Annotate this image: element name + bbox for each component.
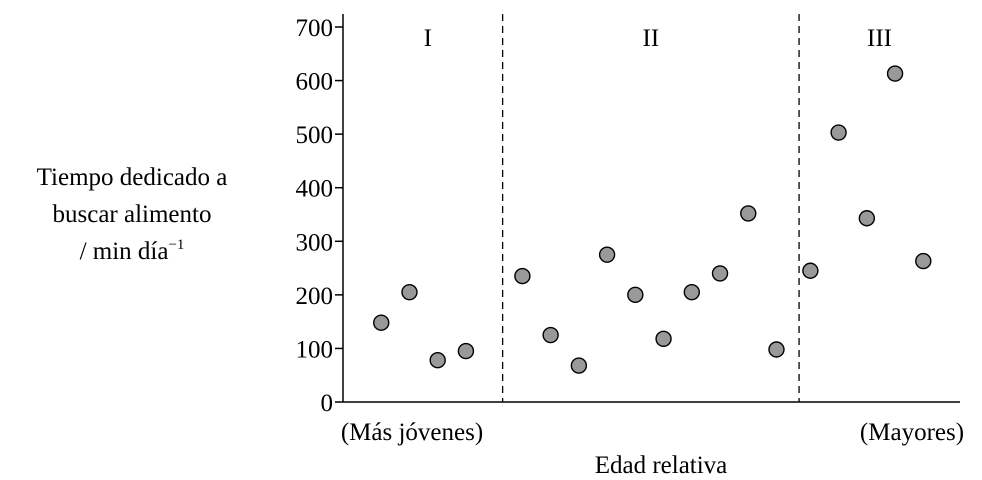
data-point: [570, 357, 588, 374]
y-tick-label: 500: [296, 122, 334, 149]
data-point: [373, 314, 390, 331]
data-points: [373, 65, 932, 374]
y-axis-unit-superscript: −1: [168, 237, 184, 253]
data-point: [915, 252, 932, 270]
data-point: [768, 341, 785, 358]
data-point: [429, 352, 446, 369]
data-point: [802, 262, 819, 279]
y-tick-label: 200: [296, 283, 334, 310]
data-point: [858, 210, 876, 227]
data-point: [683, 283, 700, 301]
y-tick-label: 600: [296, 69, 334, 96]
data-point: [401, 283, 418, 301]
y-tick-label: 700: [296, 15, 334, 42]
data-point: [542, 326, 559, 344]
y-axis-label-line-2: buscar alimento: [53, 201, 212, 228]
region-label: I: [424, 25, 432, 52]
region-label: III: [867, 25, 892, 52]
data-point: [655, 330, 672, 347]
y-tick-label: 0: [321, 390, 334, 417]
data-point: [711, 265, 729, 282]
x-left-label: (Más jóvenes): [341, 419, 483, 446]
y-axis-label-line-3: / min día−1: [80, 237, 185, 265]
y-tick-label: 100: [296, 336, 334, 363]
data-point: [886, 65, 904, 82]
y-tick-label: 300: [296, 229, 334, 256]
data-point: [740, 205, 757, 222]
y-axis-label: Tiempo dedicado a buscar alimento / min …: [37, 164, 228, 265]
x-axis-label: Edad relativa: [595, 452, 728, 479]
data-point: [598, 246, 616, 263]
x-right-label: (Mayores): [860, 419, 964, 446]
y-axis-unit: / min día: [80, 238, 169, 265]
regions: I II III: [424, 14, 892, 402]
region-label: II: [643, 25, 660, 52]
data-point: [627, 286, 644, 304]
y-tick-label: 400: [296, 176, 334, 203]
y-ticks: 0 100 200 300 400 500 600 700: [296, 15, 343, 417]
y-axis-label-line-1: Tiempo dedicado a: [37, 164, 228, 191]
data-point: [457, 342, 475, 360]
data-point: [514, 267, 531, 285]
data-point: [830, 124, 847, 141]
